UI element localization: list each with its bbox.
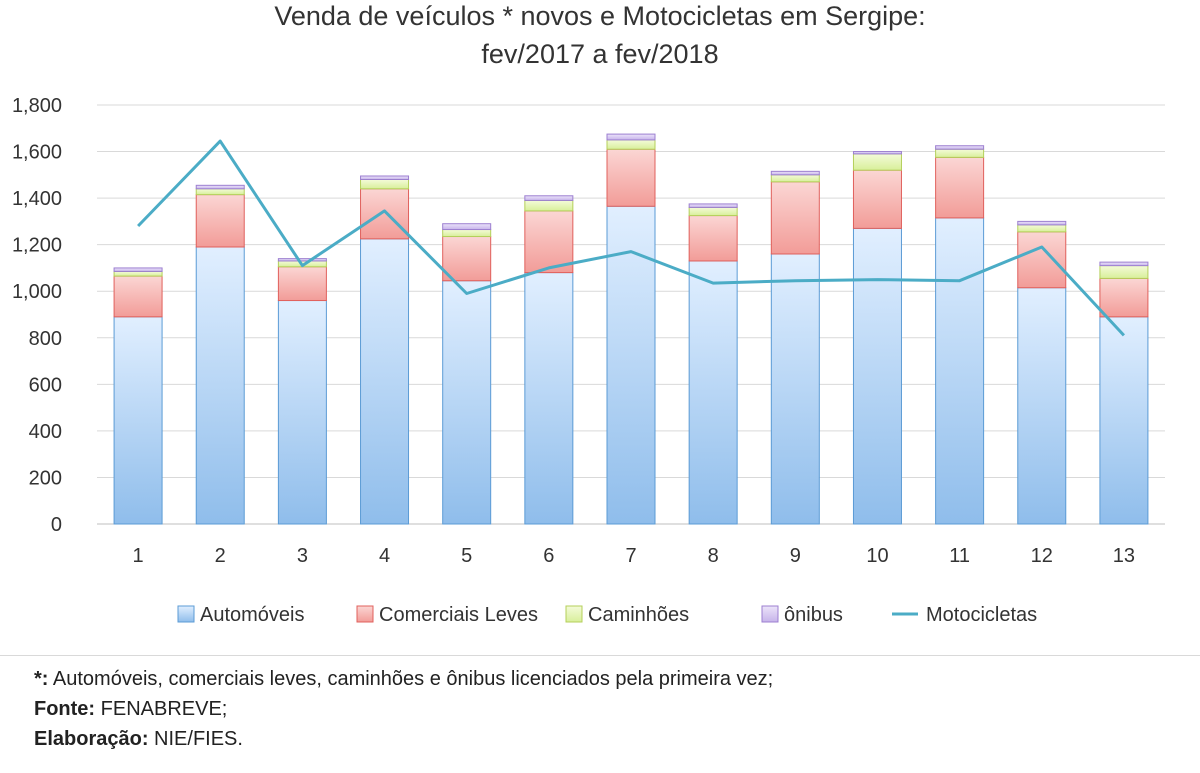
- bar-onibus: [1099, 261, 1149, 267]
- bar-onibus: [113, 267, 163, 272]
- bars: [113, 133, 1149, 525]
- bar-onibus: [360, 175, 410, 180]
- note-elaboration: Elaboração: NIE/FIES.: [34, 728, 243, 750]
- bar-comerciais-leves: [113, 275, 163, 318]
- bar-caminhoes: [524, 199, 574, 212]
- legend-onibus-swatch: [761, 605, 779, 623]
- bar-comerciais-leves: [688, 215, 738, 262]
- bar-caminhoes: [442, 229, 492, 238]
- bar-caminhoes: [852, 153, 902, 171]
- bar-onibus: [442, 223, 492, 231]
- y-tick-label: 1,200: [12, 235, 62, 257]
- bar-comerciais-leves: [195, 194, 245, 248]
- legend-caminhoes-swatch: [565, 605, 583, 623]
- bar-comerciais-leves: [442, 236, 492, 282]
- bar-caminhoes: [113, 270, 163, 277]
- x-tick-label: 13: [1113, 545, 1135, 567]
- bar-onibus: [1017, 220, 1067, 226]
- bar-automoveis: [688, 260, 738, 525]
- y-tick-label: 0: [51, 514, 62, 536]
- bar-caminhoes: [1099, 265, 1149, 279]
- x-tick-label: 12: [1031, 545, 1053, 567]
- y-tick-label: 1,000: [12, 281, 62, 303]
- x-tick-label: 10: [866, 545, 888, 567]
- bar-caminhoes: [935, 148, 985, 158]
- y-tick-label: 800: [29, 328, 62, 350]
- x-tick-label: 1: [133, 545, 144, 567]
- bar-automoveis: [1099, 316, 1149, 525]
- legend: Automóveis Comerciais Leves Caminhões ônibu…: [177, 604, 1037, 626]
- x-tick-label: 7: [625, 545, 636, 567]
- bar-onibus: [524, 195, 574, 201]
- line-motocicletas: [137, 139, 1125, 337]
- bar-comerciais-leves: [277, 266, 327, 302]
- bar-caminhoes: [1017, 224, 1067, 233]
- motocicletas-line: [137, 139, 1125, 337]
- chart-title-line-2: fev/2017 a fev/2018: [481, 39, 718, 69]
- x-tick-label: 11: [949, 545, 970, 567]
- bar-automoveis: [524, 272, 574, 525]
- bar-automoveis: [360, 238, 410, 525]
- bar-onibus: [770, 170, 820, 176]
- bar-automoveis: [852, 227, 902, 525]
- bar-automoveis: [195, 246, 245, 525]
- bar-caminhoes: [770, 174, 820, 183]
- x-axis: 1 2 3 4 5 6 7 8 9 10 11 12 13: [133, 545, 1136, 567]
- bar-automoveis: [935, 217, 985, 525]
- legend-onibus-label: ônibus: [784, 604, 843, 626]
- notes: *: Automóveis, comerciais leves, caminhõ…: [34, 664, 1174, 754]
- x-tick-label: 4: [379, 545, 390, 567]
- legend-caminhoes-label: Caminhões: [588, 604, 689, 626]
- bar-automoveis: [442, 280, 492, 525]
- x-tick-label: 6: [543, 545, 554, 567]
- y-tick-label: 200: [29, 467, 62, 489]
- bar-comerciais-leves: [770, 181, 820, 255]
- bar-comerciais-leves: [935, 156, 985, 219]
- bar-comerciais-leves: [524, 210, 574, 274]
- legend-comerciais-leves-label: Comerciais Leves: [379, 604, 538, 626]
- stacked-bar-line-chart: Venda de veículos * novos e Motocicletas…: [12, 1, 1165, 626]
- y-tick-label: 1,400: [12, 188, 62, 210]
- note-source: Fonte: FENABREVE;: [34, 698, 228, 720]
- bar-comerciais-leves: [606, 148, 656, 207]
- bar-comerciais-leves: [360, 188, 410, 240]
- y-tick-label: 1,600: [12, 142, 62, 164]
- bar-comerciais-leves: [1099, 277, 1149, 318]
- legend-automoveis-label: Automóveis: [200, 604, 305, 626]
- bar-caminhoes: [688, 206, 738, 217]
- bar-onibus: [277, 258, 327, 262]
- bar-onibus: [606, 133, 656, 141]
- chart-title-line-1: Venda de veículos * novos e Motocicletas…: [274, 1, 925, 31]
- bar-automoveis: [277, 300, 327, 525]
- x-tick-label: 2: [215, 545, 226, 567]
- x-tick-label: 8: [708, 545, 719, 567]
- y-tick-label: 600: [29, 374, 62, 396]
- x-tick-label: 5: [461, 545, 472, 567]
- bar-automoveis: [1017, 287, 1067, 525]
- legend-motocicletas-label: Motocicletas: [926, 604, 1037, 626]
- x-tick-label: 9: [790, 545, 801, 567]
- bar-onibus: [688, 203, 738, 208]
- y-tick-label: 1,800: [12, 95, 62, 117]
- bar-caminhoes: [195, 188, 245, 196]
- bar-comerciais-leves: [1017, 231, 1067, 289]
- divider: [0, 655, 1200, 656]
- bar-onibus: [195, 184, 245, 190]
- bar-onibus: [852, 151, 902, 155]
- note-asterisk: *: Automóveis, comerciais leves, caminhõ…: [34, 668, 774, 690]
- bar-caminhoes: [606, 139, 656, 150]
- x-tick-label: 3: [297, 545, 308, 567]
- bar-automoveis: [770, 253, 820, 525]
- bar-onibus: [935, 145, 985, 150]
- legend-comerciais-leves-swatch: [356, 605, 374, 623]
- bar-automoveis: [113, 316, 163, 525]
- legend-automoveis-swatch: [177, 605, 195, 623]
- y-axis: 0 200 400 600 800 1,000 1,200 1,400 1,600 1,800: [12, 95, 62, 536]
- bar-caminhoes: [360, 178, 410, 190]
- y-tick-label: 400: [29, 421, 62, 443]
- bar-comerciais-leves: [852, 169, 902, 229]
